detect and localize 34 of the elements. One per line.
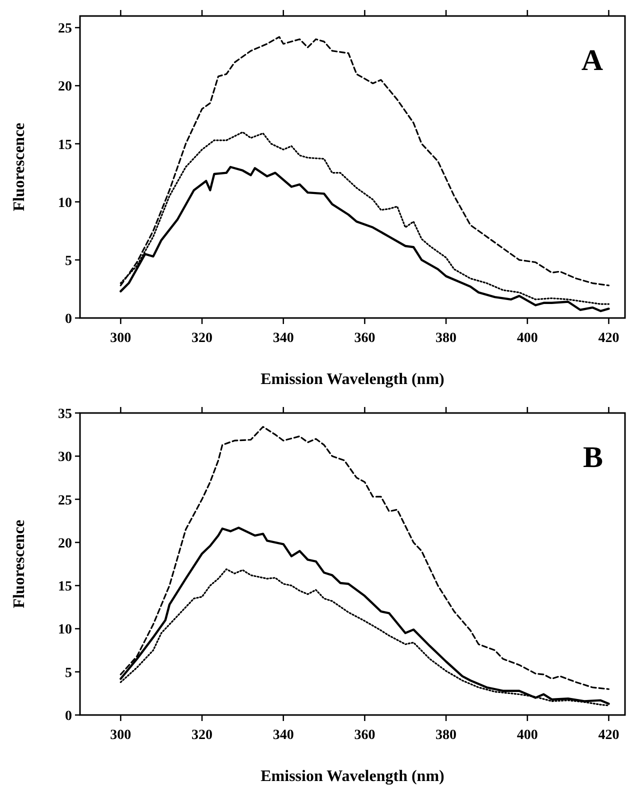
annotation: B (582, 441, 603, 474)
x-tick-label: 420 (598, 331, 620, 346)
y-tick-label: 35 (58, 407, 72, 422)
x-tick-label: 360 (354, 728, 376, 743)
x-tick-label: 360 (354, 331, 376, 346)
y-axis-title: Fluorescence (11, 122, 28, 212)
x-tick-label: 320 (192, 728, 213, 743)
y-tick-label: 0 (65, 709, 72, 724)
x-axis-title: Emission Wavelength (nm) (260, 768, 444, 785)
y-tick-label: 25 (58, 22, 72, 37)
annotation: A (581, 44, 604, 77)
y-tick-label: 15 (58, 138, 72, 153)
y-tick-label: 5 (65, 254, 72, 269)
y-tick-label: 30 (58, 450, 72, 466)
x-tick-label: 300 (110, 728, 132, 743)
y-tick-label: 15 (58, 580, 72, 595)
x-tick-label: 340 (272, 331, 294, 346)
y-tick-label: 5 (65, 666, 72, 681)
x-tick-label: 320 (192, 331, 213, 346)
y-tick-label: 25 (58, 493, 72, 508)
y-tick-label: 10 (58, 622, 72, 638)
x-tick-label: 380 (436, 331, 457, 346)
x-tick-label: 300 (110, 331, 132, 346)
x-tick-label: 340 (272, 728, 294, 743)
y-tick-label: 20 (58, 536, 72, 552)
y-tick-label: 10 (58, 196, 72, 211)
y-axis-title: Fluorescence (11, 520, 28, 608)
x-tick-label: 420 (598, 728, 620, 743)
x-axis-title: Emission Wavelength (nm) (260, 371, 444, 388)
x-tick-label: 400 (516, 331, 538, 346)
x-tick-label: 380 (436, 728, 457, 743)
y-tick-label: 20 (58, 80, 72, 95)
y-tick-label: 0 (65, 312, 72, 327)
x-tick-label: 400 (516, 728, 538, 743)
